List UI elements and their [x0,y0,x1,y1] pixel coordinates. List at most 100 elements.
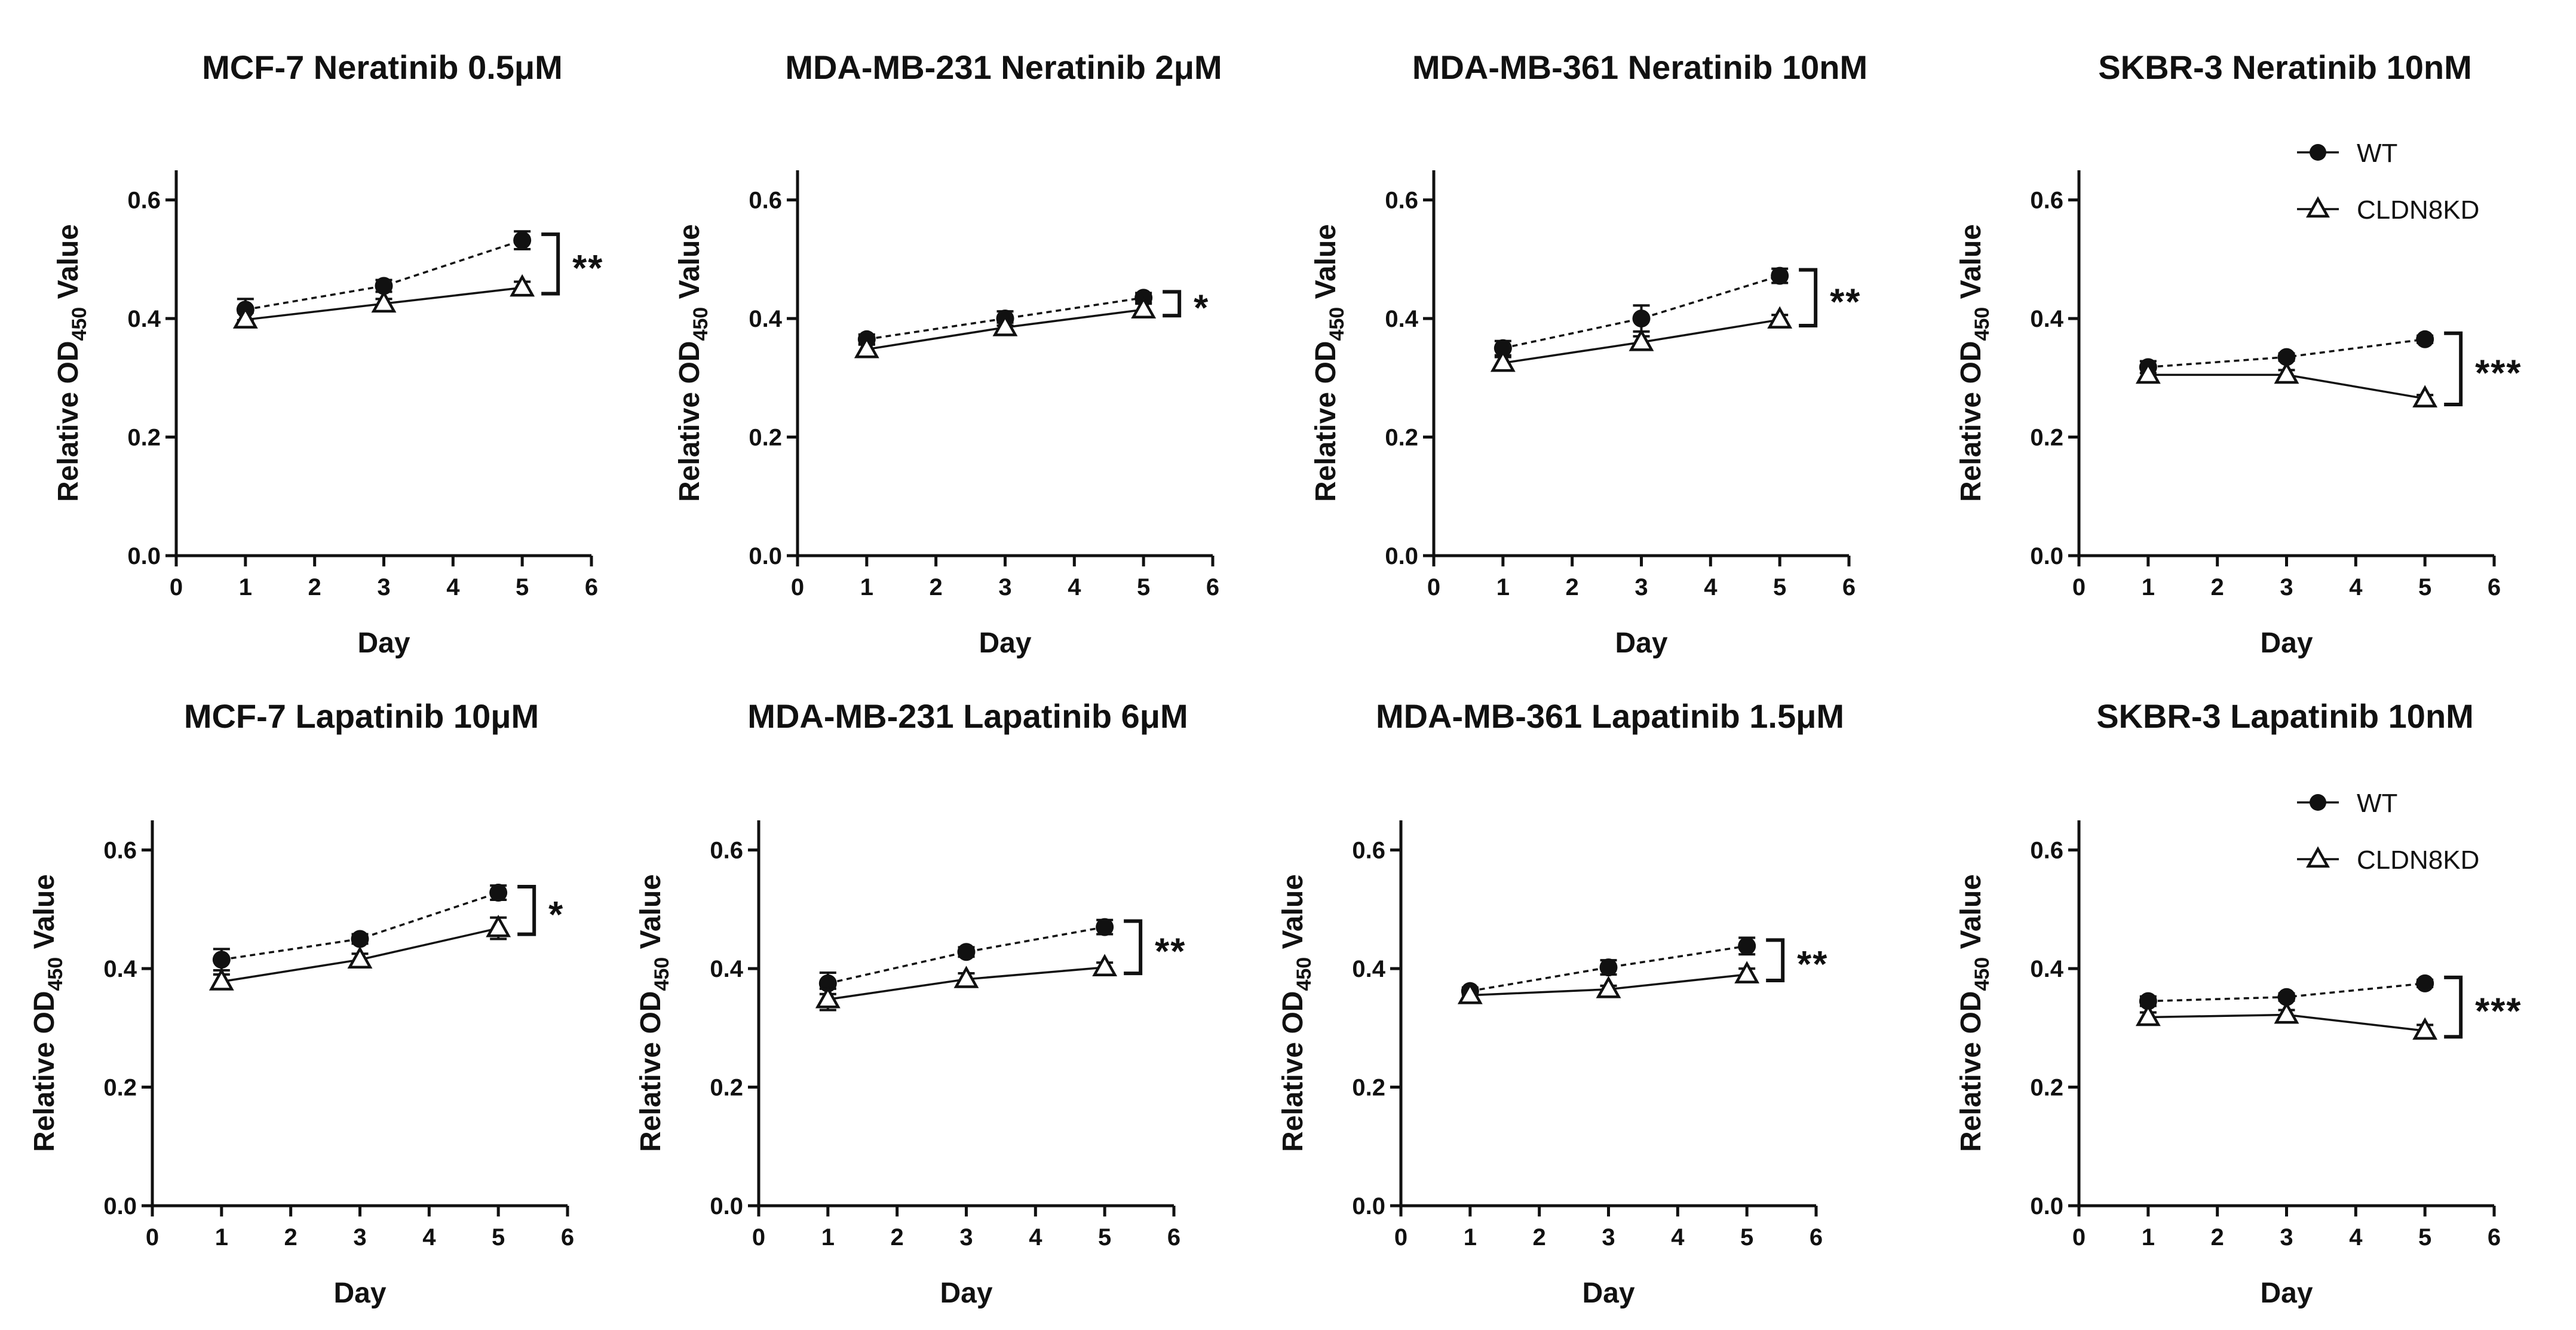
x-axis-label: Day [2260,627,2313,659]
significance-bracket [2444,975,2463,1039]
y-axis-label: Relative OD450 Value [1310,224,1348,502]
x-tick-label: 2 [1566,574,1579,600]
significance-bracket [1124,919,1143,976]
data-point-cldn8kd [2135,361,2161,384]
y-tick-label: 0.2 [2030,1075,2063,1101]
y-tick-label: 0.0 [2030,1193,2063,1219]
y-tick-label: 0.2 [710,1075,743,1101]
y-axis-label: Relative OD450 Value [29,874,67,1152]
series-line-wt [1470,945,1747,992]
data-point-wt [1599,958,1618,977]
data-point-cldn8kd [232,306,258,329]
chart-title: MDA-MB-231 Lapatinib 6μM [747,697,1188,735]
data-point-cldn8kd [815,986,841,1009]
x-tick-label: 2 [930,574,943,600]
x-tick-label: 5 [2418,574,2431,600]
chart-panel: MCF-7 Lapatinib 10μM 0 1 2 3 4 5 6 0.0 0.2 0.4 0.6 D… [29,697,574,1309]
data-point-cldn8kd [510,274,535,297]
data-point-cldn8kd [347,946,373,969]
data-point-wt [351,930,369,948]
data-point-wt [2416,330,2434,348]
x-tick-label: 3 [353,1224,366,1251]
data-point-cldn8kd [2135,1003,2161,1026]
x-tick-label: 0 [1394,1224,1407,1251]
data-point-wt [1632,309,1651,328]
x-tick-label: 1 [860,574,873,600]
x-tick-label: 3 [959,1224,973,1251]
chart-title: MCF-7 Lapatinib 10μM [184,697,539,735]
chart-panel: MDA-MB-231 Lapatinib 6μM 0 1 2 3 4 5 6 0.0 0.2 0.4… [635,697,1188,1309]
legend-marker-wt [2310,794,2326,811]
data-point-wt [212,951,231,969]
significance-label: ** [1797,944,1828,985]
data-point-cldn8kd [208,968,234,991]
x-tick-label: 5 [1098,1224,1111,1251]
legend-label: CLDN8KD [2357,845,2479,875]
x-tick-label: 4 [2349,574,2363,600]
x-axis-label: Day [1582,1277,1634,1309]
chart-title: MDA-MB-361 Neratinib 10nM [1412,48,1867,86]
y-tick-label: 0.0 [2030,543,2063,569]
y-tick-label: 0.0 [1385,543,1418,569]
x-tick-label: 6 [1842,574,1856,600]
y-tick-label: 0.0 [127,543,161,569]
x-tick-label: 3 [998,574,1011,600]
x-tick-label: 0 [2072,1224,2086,1251]
y-tick-label: 0.6 [2030,838,2063,864]
series-line-wt [866,296,1144,341]
y-tick-label: 0.4 [127,306,161,332]
legend-marker-cldn8kd [2306,846,2330,868]
x-tick-label: 3 [2280,574,2293,600]
y-tick-label: 0.6 [127,188,161,214]
x-tick-label: 1 [1496,574,1510,600]
x-tick-label: 1 [2142,1224,2155,1251]
y-tick-label: 0.6 [103,838,137,864]
x-tick-label: 6 [1206,574,1219,600]
data-point-cldn8kd [953,966,979,988]
y-tick-label: 0.4 [1352,956,1385,982]
x-tick-label: 2 [891,1224,904,1251]
y-tick-label: 0.4 [103,956,137,982]
x-axis-label: Day [979,627,1031,659]
y-tick-label: 0.4 [1385,306,1418,332]
significance-bracket [1766,938,1785,982]
y-tick-label: 0.0 [749,543,782,569]
significance-label: *** [2475,991,2522,1032]
x-tick-label: 2 [1533,1224,1546,1251]
x-tick-label: 0 [2072,574,2086,600]
y-tick-label: 0.2 [127,425,161,451]
significance-bracket [1163,290,1182,318]
y-axis-label: Relative OD450 Value [1277,874,1315,1152]
data-point-cldn8kd [1092,954,1118,976]
legend-marker-wt [2310,144,2326,161]
data-point-cldn8kd [1596,976,1621,998]
data-point-cldn8kd [1457,982,1483,1004]
data-point-cldn8kd [2412,1017,2438,1040]
x-tick-label: 3 [2280,1224,2293,1251]
y-tick-label: 0.2 [749,425,782,451]
significance-bracket [517,885,536,936]
data-point-wt [1738,937,1756,955]
data-point-cldn8kd [1767,306,1793,329]
y-axis-label: Relative OD450 Value [53,224,91,502]
y-tick-label: 0.0 [1352,1193,1385,1219]
y-axis-label: Relative OD450 Value [635,874,673,1152]
x-tick-label: 6 [585,574,598,600]
data-point-wt [2139,992,2157,1010]
x-tick-label: 2 [2211,1224,2224,1251]
x-tick-label: 5 [1740,1224,1753,1251]
x-axis-label: Day [1615,627,1667,659]
x-tick-label: 3 [1634,574,1648,600]
data-point-wt [957,943,976,961]
chart-panel: MDA-MB-361 Lapatinib 1.5μM 0 1 2 3 4 5 6 0.0 0.2 0… [1277,697,1844,1309]
chart-panel: MCF-7 Neratinib 0.5μM 0 1 2 3 4 5 6 0.0 0.2 0.4 0.6… [53,48,602,659]
y-tick-label: 0.2 [2030,425,2063,451]
y-tick-label: 0.2 [1352,1075,1385,1101]
significance-label: *** [2475,353,2522,394]
x-tick-label: 1 [239,574,252,600]
significance-label: ** [1830,281,1861,323]
x-tick-label: 1 [821,1224,835,1251]
data-point-cldn8kd [2274,361,2299,384]
significance-bracket [2444,331,2463,407]
